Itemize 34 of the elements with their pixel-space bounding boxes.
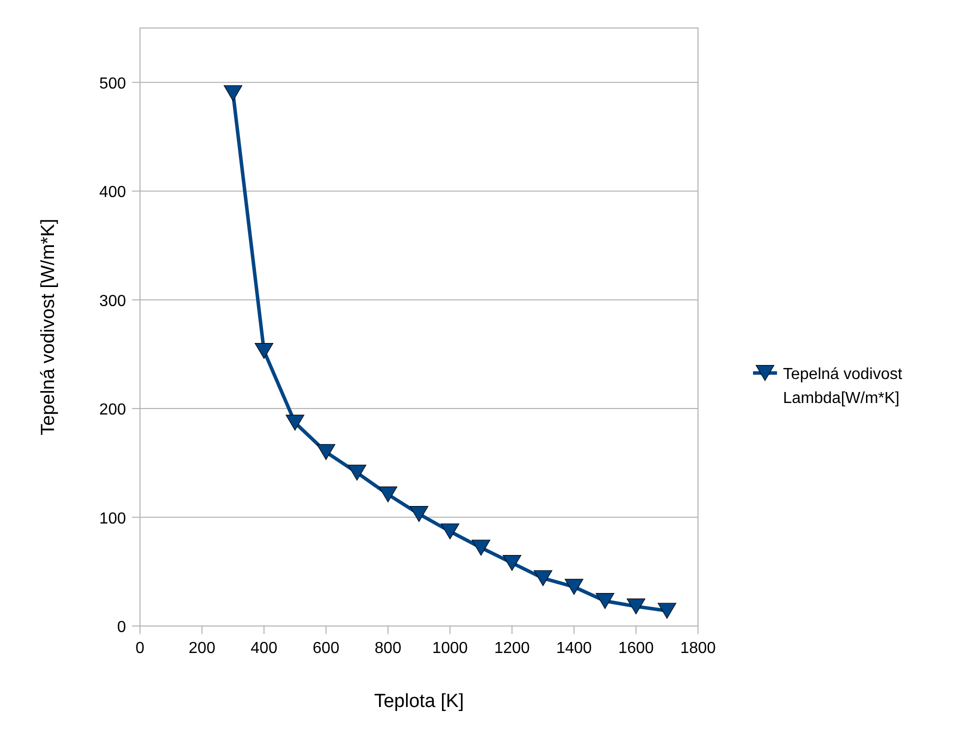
x-tick-label: 1200 xyxy=(494,640,530,657)
point xyxy=(378,486,398,502)
x-tick-label: 1000 xyxy=(432,640,468,657)
point xyxy=(286,414,304,431)
y-tick-label: 400 xyxy=(99,184,126,202)
point xyxy=(626,598,646,614)
y-axis-title: Tepelná vodivost [W/m*K] xyxy=(38,218,59,436)
point xyxy=(564,578,584,595)
legend-label: Tepelná vodivost Lambda[W/m*K] xyxy=(783,366,903,407)
x-tick-label: 400 xyxy=(250,640,278,657)
y-tick-label: 0 xyxy=(117,619,126,636)
point xyxy=(534,570,552,586)
point xyxy=(224,85,242,102)
x-axis-title: Teplota [K] xyxy=(374,691,464,712)
x-tick-label: 1800 xyxy=(680,640,716,657)
point xyxy=(658,602,676,619)
x-tick-label: 1600 xyxy=(618,640,654,657)
x-tick-label: 200 xyxy=(188,640,216,657)
point xyxy=(254,342,274,359)
y-tick-label: 300 xyxy=(99,292,126,310)
x-tick-label: 800 xyxy=(374,640,402,657)
point xyxy=(440,523,460,540)
x-tick-label: 600 xyxy=(312,640,340,657)
point xyxy=(348,464,366,481)
x-tick-label: 0 xyxy=(136,640,145,657)
y-tick-label: 100 xyxy=(99,510,126,528)
x-tick-label: 1400 xyxy=(556,640,592,657)
y-tick-label: 500 xyxy=(99,75,126,92)
point xyxy=(316,444,336,460)
point xyxy=(472,540,490,556)
point xyxy=(502,554,522,571)
point xyxy=(596,593,614,609)
point xyxy=(410,506,428,522)
y-tick-label: 200 xyxy=(99,402,126,419)
